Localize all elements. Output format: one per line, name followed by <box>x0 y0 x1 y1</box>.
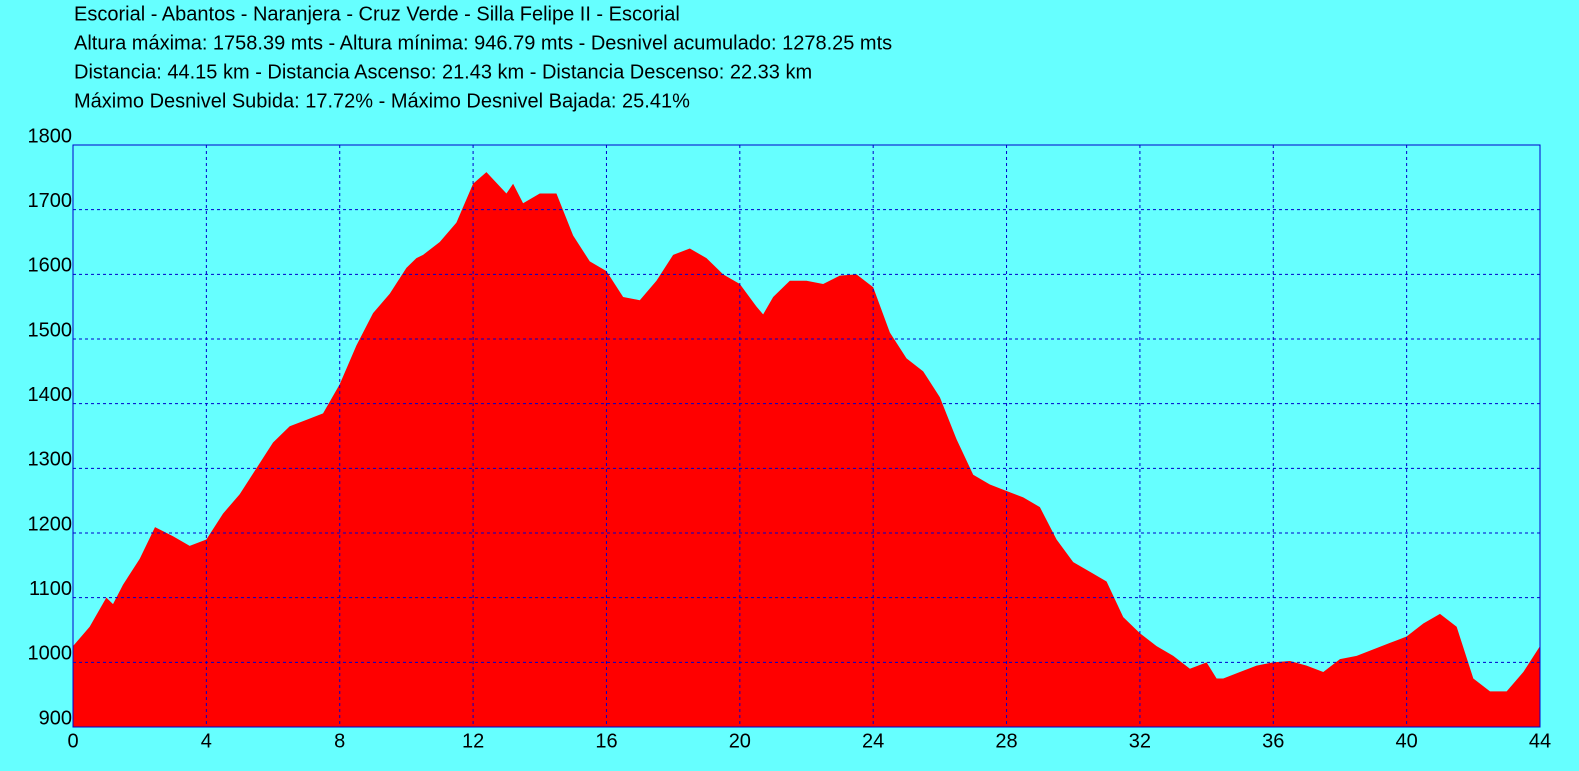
x-tick-label: 4 <box>201 730 212 752</box>
y-tick-label: 1100 <box>29 578 72 600</box>
chart-subtitle: Distancia: 44.15 km - Distancia Ascenso:… <box>74 61 812 83</box>
y-tick-label: 1200 <box>28 513 73 535</box>
x-tick-label: 40 <box>1396 730 1418 752</box>
elevation-area <box>73 172 1540 727</box>
chart-subtitle: Máximo Desnivel Subida: 17.72% - Máximo … <box>74 90 690 112</box>
chart-title: Escorial - Abantos - Naranjera - Cruz Ve… <box>74 3 680 25</box>
y-tick-label: 1400 <box>28 384 73 406</box>
plot-border <box>72 144 1541 728</box>
y-tick-label: 1700 <box>28 190 73 212</box>
y-tick-label: 1000 <box>28 643 73 665</box>
y-tick-label: 1300 <box>28 449 73 471</box>
x-tick-label: 12 <box>462 730 484 752</box>
x-tick-label: 32 <box>1129 730 1151 752</box>
x-tick-label: 0 <box>67 730 78 752</box>
x-tick-label: 44 <box>1529 730 1551 752</box>
x-tick-label: 24 <box>862 730 884 752</box>
x-tick-label: 16 <box>595 730 617 752</box>
x-tick-label: 20 <box>729 730 751 752</box>
y-tick-label: 900 <box>39 707 72 729</box>
y-tick-label: 1800 <box>28 125 73 147</box>
x-tick-label: 36 <box>1262 730 1284 752</box>
chart-subtitle: Altura máxima: 1758.39 mts - Altura míni… <box>74 32 892 54</box>
y-tick-label: 1600 <box>28 255 73 277</box>
x-tick-label: 28 <box>995 730 1017 752</box>
y-tick-label: 1500 <box>28 319 73 341</box>
x-tick-label: 8 <box>334 730 345 752</box>
